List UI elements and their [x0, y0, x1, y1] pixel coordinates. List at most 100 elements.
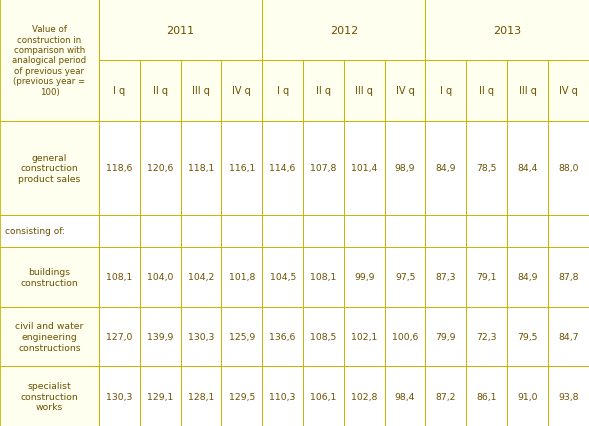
Text: 98,9: 98,9 — [395, 164, 415, 173]
Text: 100,6: 100,6 — [392, 332, 418, 341]
Bar — [262, 122, 303, 215]
Bar — [221, 61, 262, 122]
Bar — [262, 61, 303, 122]
Bar — [507, 247, 548, 307]
Text: specialist
construction
works: specialist construction works — [21, 381, 78, 412]
Text: 130,3: 130,3 — [188, 332, 214, 341]
Bar — [466, 247, 507, 307]
Bar — [221, 247, 262, 307]
Text: consisting of:: consisting of: — [5, 227, 65, 236]
Bar — [221, 215, 262, 247]
Bar — [303, 366, 344, 426]
Text: 104,2: 104,2 — [188, 273, 214, 282]
Bar — [344, 215, 385, 247]
Bar — [507, 215, 548, 247]
Text: IV q: IV q — [559, 86, 578, 96]
Text: 84,9: 84,9 — [436, 164, 456, 173]
Text: IV q: IV q — [233, 86, 251, 96]
Text: general
construction
product sales: general construction product sales — [18, 153, 81, 184]
Bar — [466, 366, 507, 426]
Bar — [344, 247, 385, 307]
Text: 118,1: 118,1 — [188, 164, 214, 173]
Bar — [0, 366, 99, 426]
Text: 104,5: 104,5 — [270, 273, 296, 282]
Text: 108,1: 108,1 — [106, 273, 133, 282]
Bar — [385, 247, 425, 307]
Text: 87,3: 87,3 — [436, 273, 456, 282]
Bar — [181, 61, 221, 122]
Bar — [0, 247, 99, 307]
Bar — [262, 0, 425, 61]
Bar — [140, 247, 181, 307]
Bar — [262, 366, 303, 426]
Bar — [507, 215, 548, 247]
Text: 79,9: 79,9 — [436, 332, 456, 341]
Bar — [344, 61, 385, 122]
Text: 129,5: 129,5 — [229, 392, 255, 401]
Bar — [548, 307, 589, 366]
Text: 79,5: 79,5 — [517, 332, 538, 341]
Bar — [221, 122, 262, 215]
Bar — [507, 61, 548, 122]
Bar — [0, 307, 99, 366]
Text: 2013: 2013 — [493, 26, 521, 35]
Bar — [99, 0, 262, 61]
Bar — [507, 122, 548, 215]
Bar — [0, 366, 99, 426]
Bar — [0, 0, 99, 122]
Bar — [548, 215, 589, 247]
Bar — [181, 307, 221, 366]
Bar — [425, 61, 466, 122]
Bar — [344, 307, 385, 366]
Bar — [221, 247, 262, 307]
Bar — [0, 247, 99, 307]
Text: II q: II q — [479, 86, 494, 96]
Bar — [140, 61, 181, 122]
Text: II q: II q — [153, 86, 168, 96]
Text: 107,8: 107,8 — [310, 164, 337, 173]
Bar — [425, 247, 466, 307]
Bar — [140, 366, 181, 426]
Bar — [385, 61, 425, 122]
Bar — [548, 122, 589, 215]
Bar — [466, 215, 507, 247]
Bar — [425, 215, 466, 247]
Text: 87,8: 87,8 — [558, 273, 578, 282]
Bar — [221, 122, 262, 215]
Text: 84,4: 84,4 — [517, 164, 538, 173]
Text: 106,1: 106,1 — [310, 392, 337, 401]
Text: 2012: 2012 — [330, 26, 358, 35]
Bar — [385, 247, 425, 307]
Bar — [344, 366, 385, 426]
Bar — [262, 61, 303, 122]
Bar — [181, 247, 221, 307]
Text: 78,5: 78,5 — [477, 164, 497, 173]
Bar — [425, 0, 589, 61]
Bar — [303, 61, 344, 122]
Bar — [0, 215, 99, 247]
Bar — [385, 366, 425, 426]
Bar — [140, 247, 181, 307]
Bar — [140, 122, 181, 215]
Bar — [181, 366, 221, 426]
Bar — [181, 247, 221, 307]
Bar — [221, 366, 262, 426]
Text: III q: III q — [192, 86, 210, 96]
Text: civil and water
engineering
constructions: civil and water engineering construction… — [15, 321, 84, 352]
Bar — [99, 247, 140, 307]
Bar — [303, 122, 344, 215]
Bar — [140, 122, 181, 215]
Bar — [99, 122, 140, 215]
Bar — [507, 122, 548, 215]
Bar — [466, 122, 507, 215]
Bar — [303, 61, 344, 122]
Bar — [0, 307, 99, 366]
Bar — [385, 122, 425, 215]
Bar — [140, 307, 181, 366]
Bar — [181, 307, 221, 366]
Text: 88,0: 88,0 — [558, 164, 578, 173]
Bar — [385, 61, 425, 122]
Bar — [385, 307, 425, 366]
Text: 98,4: 98,4 — [395, 392, 415, 401]
Text: Value of
construction in
comparison with
analogical period
of previous year
(pre: Value of construction in comparison with… — [12, 25, 87, 96]
